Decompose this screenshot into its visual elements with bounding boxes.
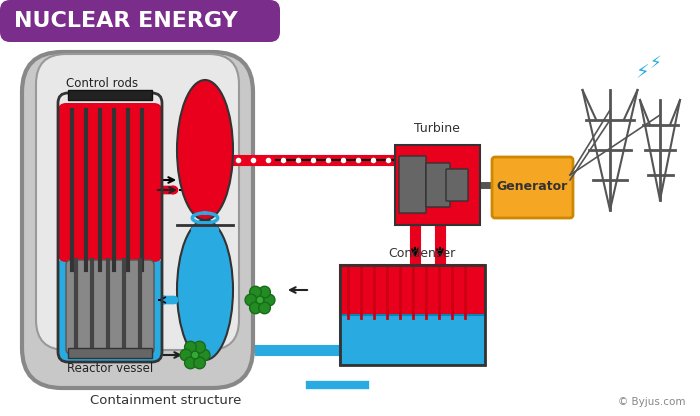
FancyBboxPatch shape bbox=[58, 103, 162, 262]
Text: ⚡: ⚡ bbox=[650, 54, 662, 72]
Bar bbox=[68, 90, 152, 100]
Text: Control rods: Control rods bbox=[66, 77, 138, 90]
FancyBboxPatch shape bbox=[22, 52, 253, 388]
FancyBboxPatch shape bbox=[0, 0, 280, 42]
Text: © Byjus.com: © Byjus.com bbox=[619, 397, 686, 407]
Circle shape bbox=[185, 357, 196, 369]
FancyBboxPatch shape bbox=[492, 157, 573, 218]
Circle shape bbox=[250, 286, 261, 298]
Circle shape bbox=[180, 349, 192, 361]
Text: Containment structure: Containment structure bbox=[90, 394, 242, 407]
Circle shape bbox=[198, 349, 210, 361]
Circle shape bbox=[185, 341, 196, 353]
Bar bbox=[340, 265, 485, 315]
FancyBboxPatch shape bbox=[446, 169, 468, 201]
Text: Turbine: Turbine bbox=[414, 122, 460, 135]
FancyBboxPatch shape bbox=[58, 258, 162, 362]
Text: NUCLEAR ENERGY: NUCLEAR ENERGY bbox=[14, 11, 238, 31]
Bar bbox=[340, 265, 485, 365]
FancyBboxPatch shape bbox=[36, 54, 239, 350]
Circle shape bbox=[250, 302, 261, 314]
Circle shape bbox=[256, 296, 264, 304]
Circle shape bbox=[263, 294, 275, 306]
FancyBboxPatch shape bbox=[66, 260, 154, 354]
Circle shape bbox=[194, 341, 205, 353]
Circle shape bbox=[245, 294, 257, 306]
Circle shape bbox=[259, 286, 270, 298]
Text: Condenser: Condenser bbox=[389, 247, 456, 260]
Text: Reactor vessel: Reactor vessel bbox=[67, 362, 153, 375]
Circle shape bbox=[259, 302, 270, 314]
Bar bbox=[340, 315, 485, 365]
Bar bbox=[68, 348, 152, 358]
Ellipse shape bbox=[177, 220, 233, 360]
Text: ⚡: ⚡ bbox=[635, 63, 649, 82]
Circle shape bbox=[191, 351, 199, 359]
Ellipse shape bbox=[177, 80, 233, 220]
Bar bbox=[395, 145, 480, 225]
FancyBboxPatch shape bbox=[426, 163, 450, 207]
Circle shape bbox=[194, 357, 205, 369]
Text: Generator: Generator bbox=[496, 181, 568, 193]
FancyBboxPatch shape bbox=[399, 156, 426, 213]
FancyArrowPatch shape bbox=[163, 190, 174, 191]
